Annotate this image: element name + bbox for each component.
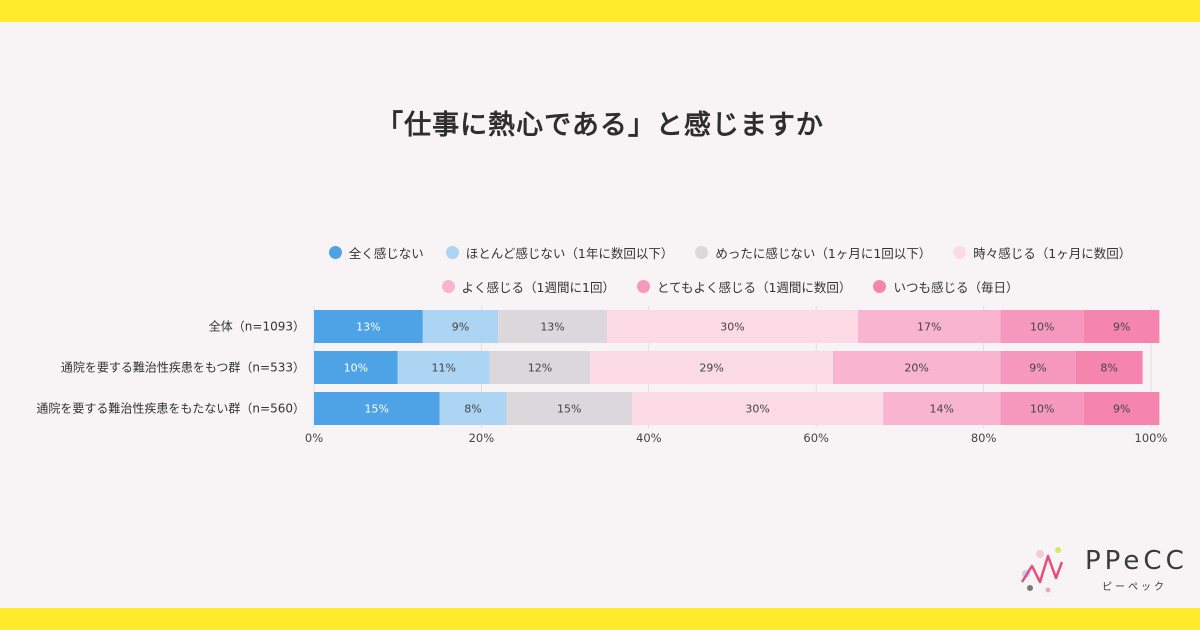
legend-label: ほとんど感じない（1年に数回以下）	[465, 246, 674, 261]
legend-label: いつも感じる（毎日）	[893, 280, 1019, 295]
legend-item: よく感じる（1週間に1回）	[441, 277, 615, 296]
legend-item: とてもよく感じる（1週間に数回）	[636, 277, 852, 296]
data-label: 12%	[528, 362, 552, 375]
legend-item: 時々感じる（1ヶ月に数回）	[953, 243, 1131, 262]
ppecc-logo: PPeCC ピーペック	[1018, 544, 1188, 600]
legend-swatch-icon	[695, 246, 709, 259]
bar-segment	[498, 310, 607, 343]
bar-segment	[1000, 310, 1085, 343]
bar-segment	[422, 310, 499, 343]
data-label: 14%	[930, 403, 954, 416]
bar-segment	[439, 392, 507, 425]
legend-row-2: よく感じる（1週間に1回） とてもよく感じる（1週間に数回） いつも感じる（毎日）	[300, 277, 1160, 296]
x-tick-label: 80%	[971, 431, 997, 445]
legend-item: いつも感じる（毎日）	[873, 277, 1018, 296]
x-tick-label: 20%	[469, 431, 495, 445]
legend-swatch-icon	[873, 280, 887, 293]
data-label: 30%	[720, 321, 744, 334]
category-label: 通院を要する難治性疾患をもたない群（n=560）	[36, 401, 305, 416]
data-label: 10%	[1030, 321, 1054, 334]
bar-segment	[397, 351, 490, 384]
bar-segment	[883, 392, 1001, 425]
data-label: 8%	[464, 403, 481, 416]
x-tick-label: 60%	[803, 431, 829, 445]
data-label: 30%	[745, 403, 769, 416]
bar-segment	[1075, 351, 1143, 384]
legend-label: とてもよく感じる（1週間に数回）	[656, 280, 852, 295]
bar-segment	[590, 351, 833, 384]
data-label: 9%	[1113, 403, 1130, 416]
data-label: 9%	[1113, 321, 1130, 334]
logo-subtext: ピーペック	[1102, 582, 1167, 593]
bar-segment	[1084, 310, 1160, 343]
legend-swatch-icon	[636, 280, 650, 293]
legend-label: よく感じる（1週間に1回）	[461, 280, 615, 295]
bar-segment	[1000, 351, 1076, 384]
legend-label: めったに感じない（1ヶ月に1回以下）	[715, 246, 932, 261]
legend-item: めったに感じない（1ヶ月に1回以下）	[695, 243, 931, 262]
bar-segment	[606, 310, 859, 343]
legend-label: 時々感じる（1ヶ月に数回）	[973, 246, 1132, 261]
legend-swatch-icon	[328, 246, 342, 259]
chart-title: 「仕事に熱心である」と感じますか	[376, 110, 824, 141]
x-tick-label: 40%	[636, 431, 662, 445]
legend-item: ほとんど感じない（1年に数回以下）	[445, 243, 674, 262]
legend-label: 全く感じない	[348, 246, 424, 261]
bar-segment	[832, 351, 1001, 384]
data-label: 29%	[699, 362, 723, 375]
legend-swatch-icon	[953, 246, 967, 259]
legend-swatch-icon	[445, 246, 459, 259]
bar-segment	[632, 392, 884, 425]
data-label: 15%	[365, 403, 389, 416]
data-label: 13%	[540, 321, 564, 334]
x-tick-label: 0%	[305, 431, 323, 445]
data-label: 15%	[557, 403, 581, 416]
data-label: 17%	[917, 321, 941, 334]
data-label: 9%	[452, 321, 469, 334]
data-label: 13%	[356, 321, 380, 334]
bar-segment	[314, 310, 423, 343]
bar-segment	[314, 351, 398, 384]
data-label: 11%	[432, 362, 456, 375]
bar-segment	[314, 392, 440, 425]
category-label: 全体（n=1093）	[209, 319, 305, 334]
data-label: 20%	[904, 362, 928, 375]
data-label: 10%	[1030, 403, 1054, 416]
legend-item: 全く感じない	[328, 243, 424, 262]
bottom-yellow-band	[0, 608, 1200, 630]
logo-mark-icon	[1020, 547, 1064, 593]
data-label: 9%	[1029, 362, 1046, 375]
logo-text: PPeCC	[1085, 546, 1188, 576]
bar-segment	[1084, 392, 1160, 425]
x-tick-label: 100%	[1135, 431, 1168, 445]
data-label: 8%	[1100, 362, 1117, 375]
top-yellow-band	[0, 0, 1200, 22]
bar-segment	[489, 351, 591, 384]
legend-row-1: 全く感じない ほとんど感じない（1年に数回以下） めったに感じない（1ヶ月に1回以下…	[300, 243, 1160, 262]
data-label: 10%	[344, 362, 368, 375]
bar-segment	[506, 392, 633, 425]
bar-segment	[1000, 392, 1085, 425]
category-label: 通院を要する難治性疾患をもつ群（n=533）	[61, 360, 305, 375]
legend-swatch-icon	[441, 280, 455, 293]
bar-segment	[858, 310, 1001, 343]
